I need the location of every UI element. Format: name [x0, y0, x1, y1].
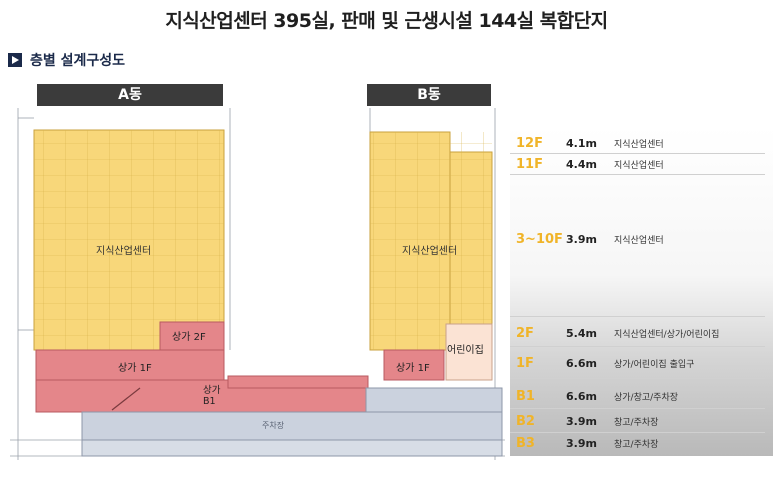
- office-b-grid: [370, 132, 492, 350]
- floor-label: B2: [516, 413, 535, 429]
- floor-height: 3.9m: [566, 436, 597, 450]
- floor-row-1f: 1F 6.6m 상가/어린이집 출입구: [516, 354, 694, 372]
- floor-label: 1F: [516, 355, 534, 371]
- floor-row-11f: 11F 4.4m 지식산업센터: [516, 155, 664, 173]
- floor-row-b1: B1 6.6m 상가/창고/주차장: [516, 387, 678, 405]
- floor-height: 4.1m: [566, 136, 597, 150]
- escalator-line: [111, 387, 141, 411]
- parking-b3-block: [81, 439, 503, 457]
- legend-divider: [510, 153, 765, 154]
- floor-height: 5.4m: [566, 326, 597, 340]
- shop-2f-a-block: [159, 321, 225, 351]
- floor-use: 지식산업센터: [614, 160, 664, 171]
- legend-divider: [510, 174, 765, 175]
- office-a-grid: [34, 130, 224, 350]
- floor-label: 2F: [516, 325, 534, 341]
- floor-label: B1: [516, 388, 535, 404]
- floor-label: 11F: [516, 156, 543, 172]
- floor-use: 상가/어린이집 출입구: [614, 359, 695, 370]
- page-title: 지식산업센터 395실, 판매 및 근생시설 144실 복합단지: [165, 10, 608, 32]
- floor-height: 6.6m: [566, 389, 597, 403]
- legend-divider: [510, 316, 765, 317]
- floor-label: 12F: [516, 135, 543, 151]
- shop-b1-bridge: [227, 375, 369, 389]
- floor-height: 3.9m: [566, 232, 597, 246]
- floor-row-12f: 12F 4.1m 지식산업센터: [516, 134, 664, 152]
- section-heading-label: 층별 설계구성도: [30, 53, 126, 69]
- parking-b2-block: [81, 411, 503, 441]
- section-heading: 층별 설계구성도: [8, 50, 125, 70]
- legend-divider: [510, 432, 765, 433]
- floor-label: 3~10F: [516, 231, 563, 247]
- kindergarten-block: [445, 323, 493, 381]
- floor-row-b2: B2 3.9m 창고/주차장: [516, 412, 658, 430]
- floor-height: 6.6m: [566, 356, 597, 370]
- floor-legend: 12F 4.1m 지식산업센터 11F 4.4m 지식산업센터 3~10F 3.…: [510, 126, 773, 456]
- floor-row-3-10f: 3~10F 3.9m 지식산업센터: [516, 230, 664, 248]
- floor-use: 지식산업센터: [614, 235, 664, 246]
- legend-divider: [510, 408, 765, 409]
- parking-b1-block: [365, 387, 503, 413]
- floor-row-b3: B3 3.9m 창고/주차장: [516, 434, 658, 452]
- floor-use: 창고/주차장: [614, 417, 659, 428]
- floor-row-2f: 2F 5.4m 지식산업센터/상가/어린이집: [516, 324, 719, 342]
- shop-1f-b-label: 상가 1F: [396, 363, 430, 374]
- building-a-tag: A동: [37, 84, 223, 106]
- shop-1f-a-label: 상가 1F: [118, 363, 152, 374]
- floor-use: 지식산업센터: [614, 139, 664, 150]
- floor-height: 3.9m: [566, 414, 597, 428]
- shop-1f-a-block: [35, 349, 225, 381]
- floor-use: 상가/창고/주차장: [614, 392, 679, 403]
- play-arrow-icon: [8, 53, 22, 67]
- legend-background: [510, 126, 773, 456]
- parking-label: 주차장: [262, 421, 285, 430]
- office-b-label: 지식산업센터: [402, 246, 458, 257]
- legend-divider: [510, 346, 765, 347]
- shop-2f-a-label: 상가 2F: [172, 332, 206, 343]
- shop-b1-label: 상가 B1: [203, 385, 221, 407]
- floor-label: B3: [516, 435, 535, 451]
- floor-use: 지식산업센터/상가/어린이집: [614, 329, 720, 340]
- shop-1f-b-block: [383, 349, 445, 381]
- office-a-label: 지식산업센터: [96, 246, 152, 257]
- building-b-tag: B동: [367, 84, 491, 106]
- floor-height: 4.4m: [566, 157, 597, 171]
- floor-use: 창고/주차장: [614, 439, 659, 450]
- kindergarten-label: 어린이집: [447, 345, 484, 356]
- legend-divider: [510, 378, 765, 379]
